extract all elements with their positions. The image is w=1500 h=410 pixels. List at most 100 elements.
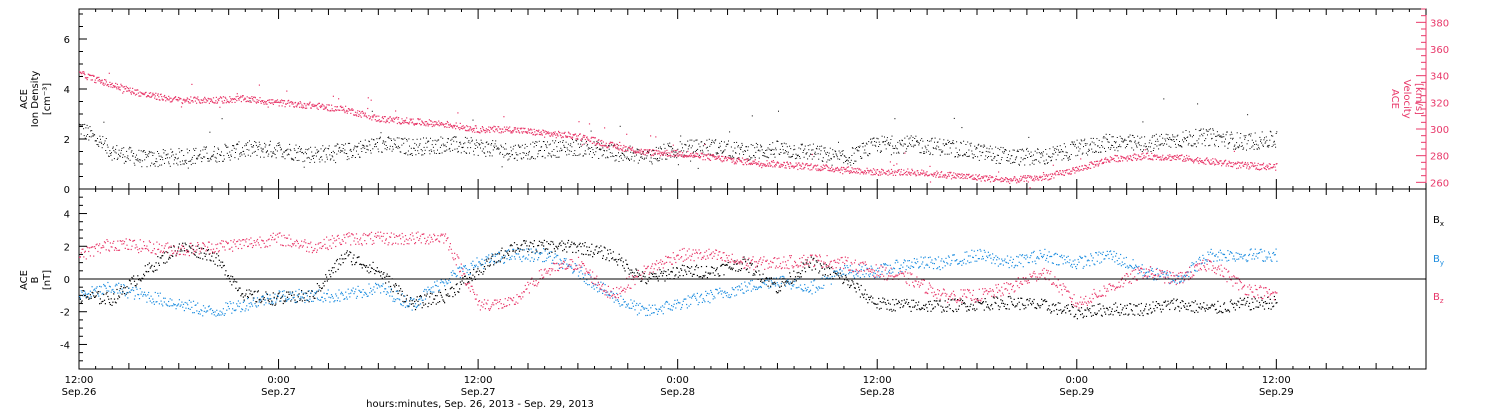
density-point bbox=[560, 147, 562, 149]
bx-point bbox=[392, 291, 394, 293]
density-point bbox=[285, 150, 287, 152]
velocity-point bbox=[591, 136, 593, 138]
velocity-point bbox=[151, 95, 153, 97]
density-point bbox=[137, 160, 139, 162]
velocity-point bbox=[846, 166, 848, 168]
density-point bbox=[193, 155, 195, 156]
velocity-point bbox=[540, 131, 542, 133]
velocity-point bbox=[1268, 168, 1270, 170]
density-point bbox=[345, 153, 347, 154]
velocity-point bbox=[654, 152, 656, 154]
density-point bbox=[1073, 144, 1075, 146]
density-point bbox=[729, 155, 731, 157]
velocity-point bbox=[554, 131, 556, 133]
density-point bbox=[1267, 145, 1269, 146]
density-point bbox=[924, 152, 926, 154]
bx-point bbox=[593, 253, 595, 255]
velocity-point bbox=[962, 175, 964, 177]
density-point bbox=[383, 141, 385, 143]
velocity-point bbox=[651, 154, 653, 156]
velocity-point bbox=[1082, 169, 1084, 171]
bx-point bbox=[626, 263, 628, 265]
density-point bbox=[767, 156, 768, 158]
velocity-point bbox=[1201, 161, 1203, 163]
velocity-point bbox=[599, 144, 601, 146]
density-point bbox=[261, 150, 263, 152]
density-point bbox=[1201, 143, 1203, 145]
density-point bbox=[691, 145, 693, 147]
velocity-point bbox=[681, 154, 683, 156]
velocity-point bbox=[541, 134, 543, 136]
bx-point bbox=[577, 250, 580, 252]
velocity-point bbox=[1088, 167, 1090, 169]
density-point bbox=[650, 154, 651, 156]
density-point bbox=[995, 146, 997, 148]
velocity-point bbox=[804, 166, 806, 168]
bx-point bbox=[625, 259, 627, 261]
density-point bbox=[538, 150, 540, 152]
density-point bbox=[1124, 147, 1126, 149]
velocity-point bbox=[757, 163, 759, 165]
velocity-point bbox=[873, 173, 875, 175]
velocity-point bbox=[974, 178, 976, 180]
velocity-point bbox=[629, 148, 631, 150]
density-point bbox=[1187, 144, 1189, 146]
velocity-point bbox=[1098, 164, 1100, 166]
velocity-point bbox=[625, 146, 627, 148]
density-point bbox=[909, 142, 910, 144]
density-point bbox=[498, 148, 500, 150]
velocity-point bbox=[503, 116, 505, 118]
velocity-point bbox=[817, 168, 819, 170]
velocity-point bbox=[708, 158, 710, 160]
velocity-point bbox=[439, 122, 441, 124]
velocity-point bbox=[203, 98, 205, 100]
bx-point bbox=[503, 257, 506, 259]
velocity-point bbox=[1006, 178, 1008, 180]
velocity-point bbox=[1048, 174, 1050, 176]
density-point bbox=[1202, 135, 1204, 137]
bx-point bbox=[192, 244, 194, 247]
bx-point bbox=[206, 259, 208, 261]
density-point bbox=[548, 152, 550, 154]
density-point bbox=[1039, 153, 1041, 155]
velocity-point bbox=[1253, 165, 1255, 167]
density-point bbox=[137, 158, 139, 160]
density-point bbox=[964, 154, 966, 156]
velocity-point bbox=[1203, 163, 1205, 165]
velocity-point bbox=[779, 165, 781, 167]
density-point bbox=[407, 150, 409, 152]
velocity-point bbox=[221, 100, 223, 102]
density-point bbox=[1192, 145, 1194, 147]
velocity-point bbox=[1076, 170, 1078, 172]
density-point bbox=[943, 145, 945, 147]
velocity-point bbox=[1260, 164, 1262, 166]
density-point bbox=[106, 144, 108, 146]
velocity-point bbox=[410, 118, 412, 120]
density-point bbox=[806, 153, 807, 155]
density-point bbox=[793, 145, 795, 147]
bx-point bbox=[356, 257, 358, 259]
bx-point bbox=[84, 295, 86, 297]
density-point bbox=[970, 145, 972, 147]
velocity-point bbox=[531, 131, 533, 134]
density-point bbox=[469, 142, 471, 144]
velocity-point bbox=[598, 143, 600, 145]
velocity-point bbox=[1233, 164, 1235, 166]
velocity-point bbox=[358, 113, 360, 115]
density-point bbox=[214, 146, 215, 148]
density-point bbox=[306, 157, 308, 159]
velocity-point bbox=[115, 82, 117, 84]
density-point bbox=[479, 143, 481, 145]
velocity-point bbox=[427, 125, 429, 127]
velocity-point bbox=[675, 150, 677, 152]
bx-point bbox=[803, 263, 805, 265]
bx-point bbox=[694, 269, 696, 271]
velocity-point bbox=[1069, 173, 1071, 175]
bx-point bbox=[128, 279, 131, 281]
density-point bbox=[1249, 148, 1251, 150]
density-point bbox=[828, 152, 830, 154]
density-point bbox=[348, 158, 350, 160]
density-point bbox=[707, 146, 708, 148]
density-point bbox=[1006, 160, 1008, 161]
density-point bbox=[983, 144, 985, 146]
